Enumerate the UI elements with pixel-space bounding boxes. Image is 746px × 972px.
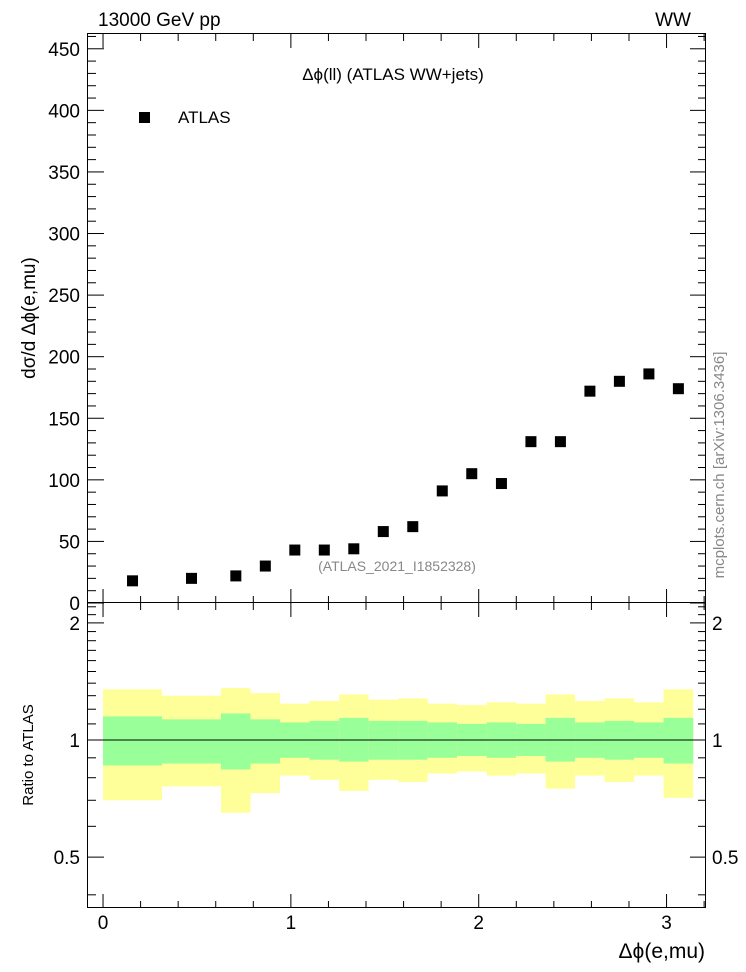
atlas-data-point bbox=[127, 575, 138, 586]
atlas-data-point bbox=[643, 368, 654, 379]
atlas-data-point bbox=[496, 478, 507, 489]
chart: 13000 GeV pp WW 0 50 100 150 200 250 300 350 400… bbox=[0, 0, 746, 972]
main-y-tick-label: 400 bbox=[48, 101, 80, 122]
main-y-tick-labels: 0 50 100 150 200 250 300 350 400 450 bbox=[48, 40, 80, 615]
main-y-tick-label: 300 bbox=[48, 225, 80, 246]
ratio-inner-band bbox=[221, 713, 250, 769]
header-right-label: WW bbox=[655, 10, 691, 31]
atlas-data-points bbox=[127, 368, 684, 586]
ratio-inner-band bbox=[664, 718, 694, 764]
main-y-tick-label: 150 bbox=[48, 409, 80, 430]
ratio-y-tick-label-right: 2 bbox=[712, 614, 723, 635]
ratio-inner-band bbox=[162, 719, 221, 763]
main-y-tick-label: 250 bbox=[48, 286, 80, 307]
main-y-tick-label: 450 bbox=[48, 40, 80, 61]
ratio-inner-band bbox=[250, 719, 279, 763]
ratio-y-tick-label-left: 1 bbox=[69, 731, 80, 752]
atlas-data-point bbox=[230, 570, 241, 581]
legend-label: ATLAS bbox=[178, 108, 231, 127]
atlas-data-point bbox=[584, 386, 595, 397]
atlas-data-point bbox=[348, 543, 359, 554]
main-y-tick-label: 100 bbox=[48, 471, 80, 492]
side-label: mcplots.cern.ch [arXiv:1306.3436] bbox=[711, 352, 728, 579]
atlas-data-point bbox=[319, 545, 330, 556]
ratio-y-tick-label-left: 0.5 bbox=[54, 848, 80, 869]
ratio-y-axis-label: Ratio to ATLAS bbox=[20, 704, 37, 805]
atlas-data-point bbox=[407, 521, 418, 532]
analysis-watermark: (ATLAS_2021_I1852328) bbox=[318, 558, 476, 574]
atlas-data-point bbox=[673, 383, 684, 394]
atlas-data-point bbox=[614, 376, 625, 387]
ratio-y-tick-label-right: 1 bbox=[712, 731, 723, 752]
x-axis-label: Δϕ(e,mu) bbox=[619, 940, 705, 963]
atlas-data-point bbox=[186, 573, 197, 584]
main-y-tick-label: 200 bbox=[48, 348, 80, 369]
main-y-axis-label: dσ/d Δϕ(e,mu) bbox=[19, 257, 40, 379]
ratio-inner-band bbox=[103, 716, 162, 765]
atlas-data-point bbox=[437, 485, 448, 496]
plot-title: Δϕ(ll) (ATLAS WW+jets) bbox=[302, 65, 484, 84]
main-y-tick-label: 0 bbox=[69, 594, 80, 615]
main-panel: 0 50 100 150 200 250 300 350 400 450 Δϕ(ll) (ATLA… bbox=[19, 34, 706, 616]
x-tick-label: 3 bbox=[661, 913, 672, 934]
ratio-panel: 0.5 0.5 1 1 2 2 0 1 2 3 Ratio to ATLAS Δϕ(e,mu) bbox=[20, 603, 738, 964]
atlas-data-point bbox=[555, 436, 566, 447]
header-left-label: 13000 GeV pp bbox=[98, 10, 221, 31]
main-y-tick-label: 50 bbox=[59, 532, 80, 553]
x-tick-labels: 0 1 2 3 bbox=[98, 913, 672, 934]
main-y-tick-label: 350 bbox=[48, 163, 80, 184]
atlas-data-point bbox=[260, 561, 271, 572]
x-tick-label: 0 bbox=[98, 913, 109, 934]
x-tick-label: 2 bbox=[473, 913, 484, 934]
legend-marker bbox=[139, 112, 150, 123]
atlas-data-point bbox=[466, 468, 477, 479]
atlas-data-point bbox=[525, 436, 536, 447]
ratio-y-tick-label-left: 2 bbox=[69, 614, 80, 635]
x-tick-label: 1 bbox=[286, 913, 297, 934]
ratio-uncertainty-bands bbox=[103, 688, 693, 813]
atlas-data-point bbox=[378, 526, 389, 537]
atlas-data-point bbox=[289, 545, 300, 556]
ratio-y-tick-label-right: 0.5 bbox=[712, 848, 738, 869]
